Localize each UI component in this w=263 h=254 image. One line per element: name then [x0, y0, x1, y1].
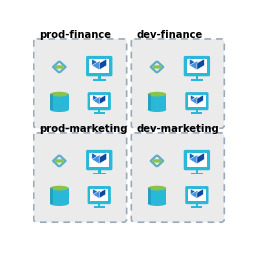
Polygon shape	[99, 189, 106, 198]
Polygon shape	[189, 153, 197, 164]
Ellipse shape	[148, 107, 166, 112]
Polygon shape	[190, 189, 197, 198]
Circle shape	[153, 160, 156, 162]
Bar	[195, 75, 198, 79]
Bar	[98, 75, 101, 79]
FancyBboxPatch shape	[88, 92, 111, 110]
Polygon shape	[99, 59, 107, 70]
Bar	[89, 153, 109, 167]
FancyBboxPatch shape	[131, 39, 224, 128]
Polygon shape	[190, 191, 203, 198]
Bar	[148, 188, 166, 204]
FancyBboxPatch shape	[185, 186, 209, 204]
FancyBboxPatch shape	[185, 92, 209, 110]
Bar	[188, 189, 206, 201]
Bar	[90, 189, 108, 201]
Bar	[148, 94, 151, 110]
Circle shape	[156, 66, 158, 68]
Text: prod-marketing: prod-marketing	[39, 124, 128, 134]
Text: prod-finance: prod-finance	[39, 30, 111, 40]
Bar	[98, 109, 100, 112]
Polygon shape	[197, 153, 204, 164]
Bar	[50, 94, 69, 110]
Polygon shape	[93, 95, 99, 104]
Bar	[187, 153, 207, 167]
Ellipse shape	[50, 107, 69, 112]
Polygon shape	[197, 59, 204, 70]
Circle shape	[153, 66, 156, 68]
Bar	[195, 169, 198, 173]
Bar	[93, 173, 106, 174]
Bar	[188, 95, 206, 107]
Bar	[98, 203, 100, 206]
Polygon shape	[93, 191, 106, 198]
Polygon shape	[197, 189, 203, 198]
Ellipse shape	[50, 201, 69, 206]
Bar	[50, 188, 69, 204]
FancyBboxPatch shape	[86, 150, 112, 170]
FancyBboxPatch shape	[131, 133, 224, 222]
Text: dev-finance: dev-finance	[137, 30, 203, 40]
Circle shape	[56, 66, 58, 68]
Bar	[196, 203, 198, 206]
Bar	[191, 206, 203, 208]
Bar	[187, 59, 207, 73]
FancyBboxPatch shape	[184, 150, 210, 170]
Polygon shape	[189, 61, 204, 70]
Bar	[190, 173, 203, 174]
Ellipse shape	[148, 92, 166, 97]
Circle shape	[158, 66, 161, 68]
Polygon shape	[189, 155, 204, 164]
Bar	[190, 79, 203, 81]
Ellipse shape	[50, 92, 69, 97]
Bar	[50, 188, 53, 204]
Bar	[50, 94, 53, 110]
Circle shape	[61, 160, 63, 162]
Polygon shape	[189, 59, 197, 70]
Bar	[94, 206, 105, 208]
Polygon shape	[92, 59, 99, 70]
Circle shape	[56, 160, 58, 162]
Bar	[94, 112, 105, 114]
Text: dev-marketing: dev-marketing	[137, 124, 220, 134]
FancyBboxPatch shape	[86, 56, 112, 76]
Polygon shape	[190, 97, 203, 104]
Polygon shape	[92, 153, 99, 164]
FancyBboxPatch shape	[34, 133, 127, 222]
Polygon shape	[99, 153, 107, 164]
FancyBboxPatch shape	[184, 56, 210, 76]
Ellipse shape	[50, 186, 69, 190]
Polygon shape	[92, 61, 107, 70]
Polygon shape	[99, 95, 106, 104]
Bar	[90, 95, 108, 107]
Bar	[148, 188, 151, 204]
Bar	[89, 59, 109, 73]
Bar	[93, 79, 106, 81]
Circle shape	[61, 66, 63, 68]
Bar	[191, 112, 203, 114]
FancyBboxPatch shape	[34, 39, 127, 128]
Polygon shape	[93, 97, 106, 104]
Polygon shape	[92, 155, 107, 164]
Polygon shape	[190, 95, 197, 104]
Circle shape	[158, 160, 161, 162]
Bar	[196, 109, 198, 112]
Polygon shape	[197, 95, 203, 104]
Ellipse shape	[148, 201, 166, 206]
Ellipse shape	[148, 186, 166, 190]
Circle shape	[156, 160, 158, 162]
FancyBboxPatch shape	[88, 186, 111, 204]
Circle shape	[58, 66, 60, 68]
Circle shape	[58, 160, 60, 162]
Bar	[98, 169, 101, 173]
Bar	[148, 94, 166, 110]
Polygon shape	[93, 189, 99, 198]
